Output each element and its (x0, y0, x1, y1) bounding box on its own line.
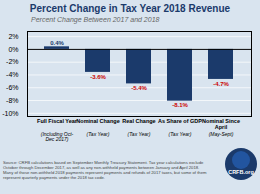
svg-text:Nominal SinceApril: Nominal SinceApril (202, 118, 240, 130)
svg-text:0%: 0% (8, 46, 18, 53)
svg-text:-10%: -10% (2, 110, 18, 117)
svg-text:(Tax Year): (Tax Year) (169, 131, 192, 137)
svg-text:-4.7%: -4.7% (213, 81, 229, 87)
svg-text:Real Change: Real Change (122, 118, 155, 124)
svg-text:-4%: -4% (6, 71, 18, 78)
html-text:Percent Change in Tax Year 201: Percent Change in Tax Year 2018 Revenue (29, 3, 231, 14)
html-text:Source: CRFB calculations base: Source: CRFB calculations based on Septe… (3, 160, 207, 180)
html-text:CRFB.org: CRFB.org (228, 169, 254, 175)
svg-text:-5.4%: -5.4% (131, 85, 147, 91)
svg-text:As Share of GDP: As Share of GDP (158, 118, 202, 124)
svg-text:(May-Sept): (May-Sept) (209, 131, 234, 137)
svg-text:(Tax Year): (Tax Year) (87, 131, 110, 137)
svg-text:(Tax Year): (Tax Year) (128, 131, 151, 137)
svg-text:-2%: -2% (6, 58, 18, 65)
svg-text:(Including Oct-Dec 2017): (Including Oct-Dec 2017) (41, 131, 74, 142)
html-text:Percent Change Between 2017 an: Percent Change Between 2017 and 2018 (31, 16, 160, 23)
svg-text:-8%: -8% (6, 97, 18, 104)
svg-text:-8.1%: -8.1% (172, 102, 188, 108)
svg-text:-3.6%: -3.6% (90, 74, 106, 80)
svg-text:Nominal Change: Nominal Change (76, 118, 119, 124)
svg-text:2%: 2% (8, 33, 18, 40)
svg-text:0.4%: 0.4% (50, 40, 64, 46)
svg-text:Full Fiscal Year: Full Fiscal Year (37, 118, 78, 124)
svg-text:-6%: -6% (6, 84, 18, 91)
